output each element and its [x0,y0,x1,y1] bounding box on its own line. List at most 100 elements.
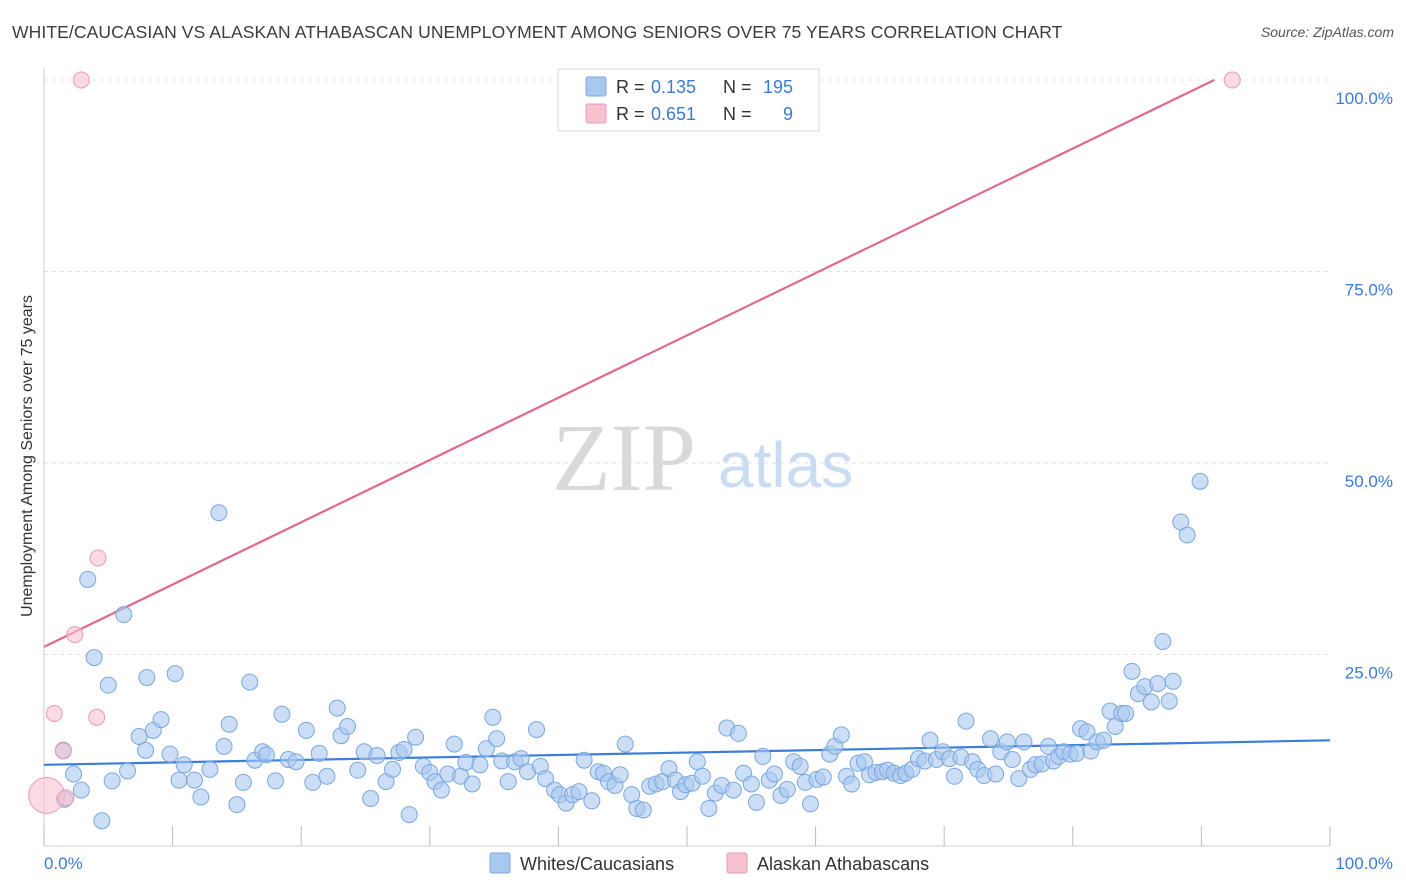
point-whites [93,812,111,830]
point-whites [362,790,380,808]
point-whites [318,767,336,785]
axes [43,68,1331,847]
legend-swatch-blue [585,76,607,97]
point-athabascan [88,708,106,726]
point-whites [152,711,170,729]
point-whites [583,792,601,810]
point-whites [310,744,328,762]
point-whites [570,783,588,801]
legend-r-label-1: R = [616,77,645,97]
y-tick-labels: 25.0% 50.0% 75.0% 100.0% [1335,89,1393,683]
point-whites [463,775,481,793]
point-whites [1095,731,1113,749]
point-whites [170,771,188,789]
point-whites [115,606,133,624]
point-whites [921,731,939,749]
point-whites [304,773,322,791]
point-whites [395,740,413,758]
point-whites [166,665,184,683]
x-tick-labels: 0.0% 100.0% [44,854,1393,873]
point-whites [814,768,832,786]
point-whites [747,793,765,811]
bottom-legend: Whites/Caucasians Alaskan Athabascans [489,852,929,874]
point-whites [85,649,103,667]
point-whites [484,708,502,726]
point-whites [130,727,148,745]
point-whites [1149,675,1167,693]
point-whites [477,740,495,758]
point-whites [700,799,718,817]
point-whites [215,737,233,755]
point-whites [175,756,193,774]
point-whites [445,735,463,753]
legend-r-value-1: 0.135 [651,77,696,97]
point-whites [257,746,275,764]
point-whites [273,705,291,723]
point-athabascan [1223,71,1241,89]
legend-r-value-2: 0.651 [651,104,696,124]
point-whites [537,770,555,788]
point-whites [945,767,963,785]
point-whites [765,765,783,783]
x-tick-label: 0.0% [44,854,83,873]
point-whites [693,767,711,785]
point-whites [79,570,97,588]
point-whites [832,726,850,744]
y-tick-label: 50.0% [1345,472,1393,491]
point-whites [138,668,156,686]
point-whites [957,712,975,730]
point-whites [185,771,203,789]
point-whites [297,721,315,739]
chart-title: WHITE/CAUCASIAN VS ALASKAN ATHABASCAN UN… [12,22,1063,42]
point-whites [234,773,252,791]
point-whites [72,781,90,799]
point-whites [998,733,1016,751]
point-whites [778,780,796,798]
point-whites [368,747,386,765]
point-athabascan [66,626,84,644]
bottom-legend-swatch-blue [489,852,511,874]
trend-line-athabascan [43,79,1215,648]
point-whites [1154,632,1172,650]
point-whites [407,728,425,746]
point-athabascan [57,789,75,807]
point-whites [801,795,819,813]
point-whites [987,765,1005,783]
point-whites [1191,472,1209,490]
legend-swatch-pink [585,103,607,124]
point-whites [1160,692,1178,710]
point-whites [338,718,356,736]
point-whites [119,762,137,780]
point-whites [287,753,305,771]
point-whites [192,788,210,806]
bottom-legend-label-blue: Whites/Caucasians [520,854,674,874]
point-whites [266,772,284,790]
point-whites [220,715,238,733]
point-whites [99,676,117,694]
chart-source: Source: ZipAtlas.com [1260,24,1394,40]
point-whites [457,754,475,772]
point-whites [201,760,219,778]
point-whites [103,772,121,790]
point-whites [241,673,259,691]
legend-n-label-1: N = [723,77,752,97]
point-athabascan [45,704,63,722]
point-athabascan [72,71,90,89]
point-whites [742,775,760,793]
grid-lines [44,79,1330,655]
point-whites [349,761,367,779]
point-whites [1164,672,1182,690]
point-athabascan [89,549,107,567]
point-whites [1003,750,1021,768]
point-whites [499,773,517,791]
point-whites [210,504,228,522]
point-whites [981,730,999,748]
point-whites [65,765,83,783]
point-whites [616,735,634,753]
point-whites [575,751,593,769]
point-whites [843,775,861,793]
point-whites [528,721,546,739]
legend: R = 0.135 N = 195 R = 0.651 N = 9 [557,68,820,132]
y-tick-label: 25.0% [1345,664,1393,683]
